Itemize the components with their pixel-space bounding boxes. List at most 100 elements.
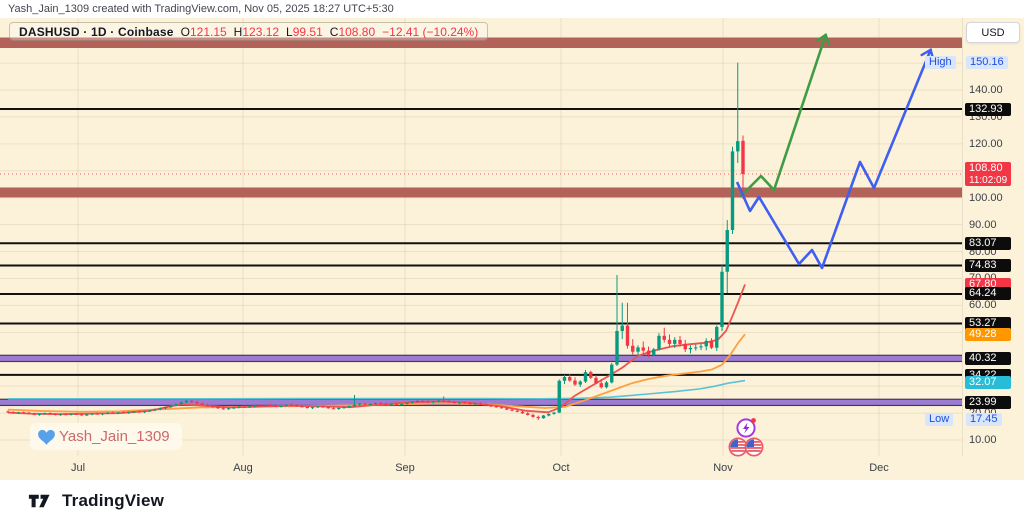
candle [22,412,26,414]
candle [43,413,47,415]
candle [694,347,698,349]
candle [232,407,236,409]
candle [205,404,210,406]
candle [526,413,530,415]
high-value: 123.12 [242,24,280,39]
candle [426,401,430,403]
candle [358,403,362,405]
price-scale-label: 10.00 [969,434,997,447]
low-range-label: Low [925,413,954,427]
close-label: C [329,24,339,39]
candle [547,413,551,416]
symbol-legend[interactable]: DASHUSD · 1D · Coinbase O121.15 H123.12 … [9,22,489,41]
candle [32,413,36,415]
candle [142,411,147,413]
candle [384,403,388,405]
blue-projection-arrow[interactable] [735,48,935,270]
candle [95,413,99,415]
candle [631,345,635,352]
candle [657,335,661,350]
grid-lines[interactable] [0,18,962,456]
candle [226,408,231,410]
low-range-value: 17.45 [966,413,1002,427]
candle [90,413,94,415]
time-axis-label: Jul [70,462,86,474]
price-badge: 74.83 [965,258,1011,272]
candle [489,405,493,407]
price-scale-label: 120.00 [969,137,1003,150]
candles-layer [6,62,745,420]
candle [494,406,498,408]
tradingview-logo-icon[interactable] [28,493,54,509]
currency-usd-button[interactable]: USD [966,22,1020,43]
candle [594,377,598,384]
candle [615,330,619,365]
low-value: 99.51 [292,24,323,39]
candle [363,403,367,405]
candle [284,404,288,406]
candle [27,412,31,414]
high-range-value: 150.16 [966,56,1008,70]
candle [342,407,346,409]
level-lines[interactable] [0,108,962,376]
candle [531,414,535,417]
candle [436,400,441,402]
candle [625,325,630,346]
candle [484,404,488,406]
candle [730,151,735,231]
candle [200,403,204,405]
candle [641,347,645,351]
candle [116,412,120,414]
candle [562,377,567,381]
green-projection-arrow[interactable] [739,33,831,198]
candle [478,403,483,405]
price-badge: 53.27 [965,317,1011,331]
candle [379,403,383,405]
candle [473,403,477,405]
candle [253,405,257,407]
candle [646,350,651,355]
candle [699,346,703,348]
candle [331,408,336,410]
candle [79,414,84,416]
candle [447,401,451,403]
candle [667,339,672,344]
time-axis-label: Oct [552,462,570,474]
attribution-bar: Yash_Jain_1309 created with TradingView.… [0,0,1024,18]
candle [405,402,409,404]
candle [431,401,435,403]
candle [221,408,225,410]
candle [53,413,57,415]
ma-line-cyan [8,379,746,400]
candle [415,400,420,402]
candle [69,413,73,415]
candle [541,415,546,419]
candle [158,408,162,410]
time-axis-label: Dec [869,462,889,474]
candle [163,407,168,409]
price-badge: 132.93 [965,102,1011,116]
symbol-title[interactable]: DASHUSD · 1D · Coinbase [19,24,174,39]
zap-sticker[interactable] [735,416,758,439]
tradingview-brand-text[interactable]: TradingView [62,490,165,510]
open-value: 121.15 [189,24,227,39]
flag-stickers[interactable] [728,437,764,458]
time-axis[interactable]: Jul Aug Sep Oct Nov Dec [0,456,962,480]
attribution-text: Yash_Jain_1309 created with TradingView.… [8,3,394,15]
time-axis-label: Sep [395,462,415,474]
candle [190,400,194,403]
candle [673,339,677,344]
candle [683,343,687,350]
price-badge: 64.24 [965,287,1011,301]
candle [111,412,115,414]
candle [268,405,273,407]
price-axis[interactable]: 140.00130.00120.00100.0090.0080.0070.006… [925,18,1024,456]
supply-zone-rects[interactable] [0,37,962,198]
candle [6,411,10,413]
candle [736,141,740,152]
blue-heart-icon [38,429,55,445]
footer-bar: TradingView [0,480,1024,521]
candle [169,405,173,408]
candle [520,411,525,414]
